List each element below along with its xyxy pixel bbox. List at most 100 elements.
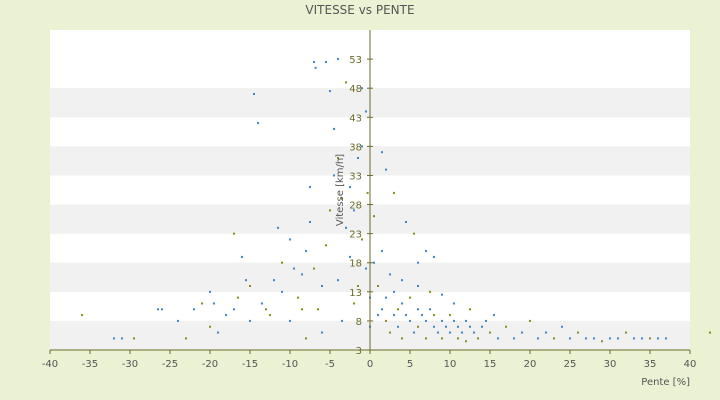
data-point: [345, 226, 347, 229]
data-point: [333, 174, 335, 177]
data-points: [81, 58, 711, 343]
data-point: [289, 319, 291, 322]
data-point: [417, 325, 419, 328]
data-point: [649, 337, 651, 340]
x-tick-label: -10: [282, 359, 298, 370]
x-tick-label: -15: [242, 359, 258, 370]
data-point: [413, 331, 415, 334]
data-point: [161, 308, 163, 311]
data-point: [329, 90, 331, 93]
data-point: [301, 308, 303, 311]
x-tick-labels: -40 -35 -30 -25 -20 -15 -10 -5 0 5 10 15 20 25 30 35 40: [42, 350, 696, 370]
data-point: [269, 314, 271, 317]
x-tick-label: 20: [524, 359, 537, 370]
data-point: [313, 61, 315, 63]
y-tick-label: 28: [349, 201, 362, 212]
data-point: [261, 302, 263, 305]
data-point: [337, 279, 339, 282]
data-point: [421, 314, 423, 317]
data-point: [609, 337, 611, 340]
data-point: [385, 319, 387, 322]
data-point: [393, 290, 395, 293]
data-point: [361, 145, 363, 148]
data-point: [113, 337, 115, 340]
data-point: [417, 308, 419, 311]
data-point: [121, 337, 123, 340]
data-point: [449, 331, 451, 334]
data-point: [309, 186, 311, 189]
data-point: [413, 232, 415, 235]
data-point: [265, 308, 267, 311]
data-point: [433, 325, 435, 328]
x-tick-label: 0: [367, 359, 373, 370]
data-point: [333, 127, 335, 130]
data-point: [585, 337, 587, 340]
data-point: [317, 308, 319, 311]
data-point: [253, 93, 255, 95]
data-point: [209, 290, 211, 293]
data-point: [633, 337, 635, 340]
data-point: [373, 215, 375, 218]
data-point: [177, 319, 179, 322]
data-point: [314, 66, 317, 69]
data-point: [513, 337, 515, 340]
data-point: [277, 226, 279, 229]
data-point: [233, 232, 235, 235]
data-point: [213, 302, 215, 305]
y-tick-label: 23: [349, 230, 362, 241]
data-point: [493, 314, 495, 317]
data-point: [477, 337, 479, 340]
data-point: [405, 221, 407, 223]
data-point: [665, 337, 667, 340]
data-point: [441, 293, 443, 296]
data-point: [325, 61, 327, 63]
data-point: [429, 308, 431, 311]
y-tick-label: 13: [349, 288, 362, 299]
data-point: [245, 279, 247, 282]
x-tick-label: -40: [42, 359, 58, 370]
data-point: [281, 290, 283, 293]
data-point: [81, 314, 83, 317]
data-point: [485, 319, 487, 322]
data-point: [305, 337, 307, 340]
data-point: [409, 319, 411, 322]
y-tick-label: 43: [349, 113, 362, 124]
data-point: [453, 319, 455, 322]
data-point: [569, 337, 571, 340]
data-point: [381, 250, 383, 253]
data-point: [365, 267, 367, 270]
y-tick-label: 53: [349, 55, 362, 66]
data-point: [329, 209, 331, 212]
y-tick-label: 38: [349, 142, 362, 153]
y-tick-label: 48: [349, 84, 362, 95]
data-point: [361, 87, 363, 90]
data-point: [473, 331, 475, 334]
data-point: [441, 319, 443, 322]
data-point: [601, 340, 603, 343]
data-point: [441, 337, 443, 340]
data-point: [505, 325, 507, 328]
data-point: [429, 290, 431, 293]
y-tick-label: 18: [349, 259, 362, 270]
data-point: [405, 314, 407, 317]
data-point: [449, 314, 451, 317]
data-point: [321, 331, 323, 334]
data-point: [361, 238, 363, 241]
data-point: [417, 261, 419, 264]
data-point: [133, 337, 135, 340]
data-point: [593, 337, 595, 340]
data-point: [401, 337, 403, 340]
data-point: [321, 285, 323, 287]
data-point: [401, 279, 403, 282]
data-point: [273, 279, 275, 282]
data-point: [309, 221, 311, 223]
x-tick-label: 15: [484, 359, 497, 370]
data-point: [453, 302, 455, 305]
x-tick-label: -35: [82, 359, 98, 370]
data-point: [233, 308, 235, 311]
x-tick-label: 30: [604, 359, 617, 370]
data-point: [545, 331, 547, 334]
data-point: [345, 81, 347, 84]
data-point: [425, 319, 427, 322]
